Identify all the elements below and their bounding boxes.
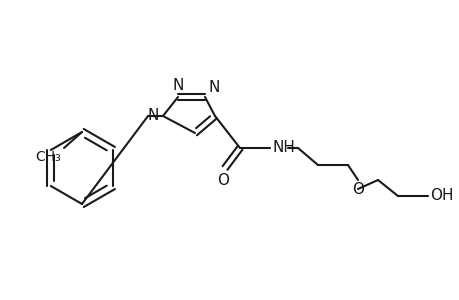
Text: OH: OH [429, 188, 453, 203]
Text: N: N [147, 109, 159, 124]
Text: N: N [208, 80, 220, 95]
Text: NH: NH [272, 140, 295, 155]
Text: N: N [172, 78, 183, 93]
Text: O: O [351, 182, 363, 197]
Text: CH₃: CH₃ [35, 150, 61, 164]
Text: O: O [217, 173, 229, 188]
